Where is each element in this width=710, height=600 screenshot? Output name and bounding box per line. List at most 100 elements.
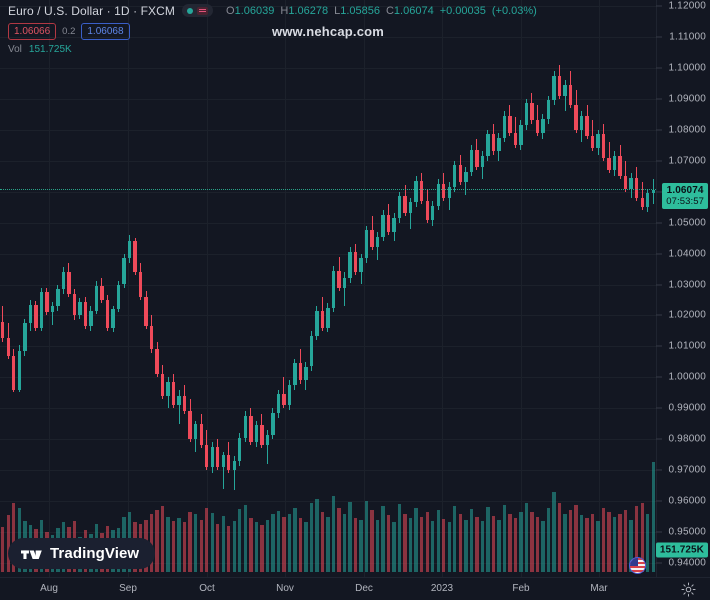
volume-bar xyxy=(287,513,292,572)
candle xyxy=(618,0,622,577)
candle-body xyxy=(105,299,110,328)
gridline xyxy=(0,408,656,410)
candle-body xyxy=(83,301,88,327)
candle xyxy=(61,0,66,577)
candle-body xyxy=(397,196,402,218)
volume-bar xyxy=(309,502,314,572)
volume-bar xyxy=(590,513,595,572)
bid-price-badge[interactable]: 1.06066 xyxy=(8,22,57,40)
candle-body xyxy=(221,454,225,468)
candle-body xyxy=(431,205,435,220)
candle xyxy=(342,0,347,577)
candle xyxy=(17,0,21,577)
volume-bar xyxy=(359,520,363,572)
candle xyxy=(491,0,496,577)
chart-plot-area[interactable] xyxy=(0,0,656,577)
volume-bar xyxy=(513,518,518,572)
candle xyxy=(623,0,628,577)
candle xyxy=(375,0,380,577)
current-price-line xyxy=(0,189,656,191)
candle xyxy=(177,0,181,577)
candle-body xyxy=(651,189,655,194)
candle xyxy=(155,0,159,577)
candle-body xyxy=(442,183,446,198)
volume-bar xyxy=(425,512,429,572)
candle xyxy=(83,0,88,577)
candle-body xyxy=(475,149,479,167)
time-scale[interactable]: Aug Sep Oct Nov Dec 2023 Feb Mar xyxy=(0,577,710,600)
candle xyxy=(193,0,198,577)
candle-body xyxy=(39,292,44,328)
symbol-title[interactable]: Euro / U.S. Dollar · 1D · FXCM xyxy=(8,3,176,18)
volume-label: Vol xyxy=(8,44,22,55)
candle-body xyxy=(271,412,275,435)
candle xyxy=(304,0,308,577)
us-flag-event-icon[interactable] xyxy=(629,557,646,574)
gridline xyxy=(0,160,656,162)
ask-price-badge[interactable]: 1.06068 xyxy=(81,22,130,40)
time-tick-label: 2023 xyxy=(430,583,454,594)
volume-bar xyxy=(408,518,413,572)
candle xyxy=(243,0,247,577)
candle xyxy=(497,0,501,577)
gridline xyxy=(285,0,286,577)
candle xyxy=(486,0,490,577)
market-status-pill[interactable] xyxy=(182,4,214,17)
volume-bar xyxy=(353,518,358,572)
price-tick-dash xyxy=(656,438,662,440)
candle-body xyxy=(464,171,468,183)
time-tick-label: Sep xyxy=(119,583,137,594)
time-tick-label: Feb xyxy=(512,583,530,594)
candle-body xyxy=(309,335,314,367)
price-scale[interactable]: 1.12000 1.11000 1.10000 1.09000 1.08000 1.070… xyxy=(655,0,710,600)
price-tick-dash xyxy=(656,36,662,38)
candle-body xyxy=(364,230,369,259)
candle-body xyxy=(420,180,424,201)
candle xyxy=(442,0,446,577)
candle xyxy=(127,0,132,577)
candle xyxy=(122,0,126,577)
tradingview-logo[interactable]: TradingView xyxy=(8,538,156,569)
gridline xyxy=(207,0,208,577)
candle-body xyxy=(188,411,192,440)
volume-bar xyxy=(436,510,440,572)
candle xyxy=(298,0,303,577)
candle xyxy=(513,0,518,577)
candle xyxy=(475,0,479,577)
volume-bar xyxy=(386,515,391,572)
candle-body xyxy=(392,217,396,232)
candle-body xyxy=(513,132,518,146)
volume-bar xyxy=(320,512,325,572)
candle-body xyxy=(205,445,209,468)
candle xyxy=(72,0,77,577)
price-tick-label: 1.02000 xyxy=(668,309,706,321)
gridline xyxy=(0,222,656,224)
candle xyxy=(210,0,214,577)
candle-body xyxy=(436,183,440,206)
candle xyxy=(271,0,275,577)
current-price-badge: 1.06074 07:53:57 xyxy=(662,183,708,210)
gridline xyxy=(0,67,656,69)
candle xyxy=(238,0,242,577)
candle xyxy=(458,0,462,577)
gridline xyxy=(0,36,656,38)
candle-body xyxy=(210,446,214,468)
candle-body xyxy=(403,196,407,214)
candle xyxy=(1,0,5,577)
volume-bar xyxy=(524,502,529,572)
candle xyxy=(464,0,468,577)
candle xyxy=(144,0,148,577)
candle xyxy=(171,0,176,577)
price-tick-label: 1.07000 xyxy=(668,155,706,167)
volume-bar xyxy=(326,516,330,572)
candle-body xyxy=(315,310,319,336)
volume-bar xyxy=(403,513,407,572)
candle-body xyxy=(133,241,137,273)
gear-icon[interactable] xyxy=(681,582,696,597)
candle-wick xyxy=(51,301,53,325)
candle xyxy=(260,0,264,577)
candle-body xyxy=(193,423,198,440)
price-tick-label: 0.97000 xyxy=(668,464,706,476)
volume-bar xyxy=(276,510,281,572)
candle-wick xyxy=(344,272,346,307)
